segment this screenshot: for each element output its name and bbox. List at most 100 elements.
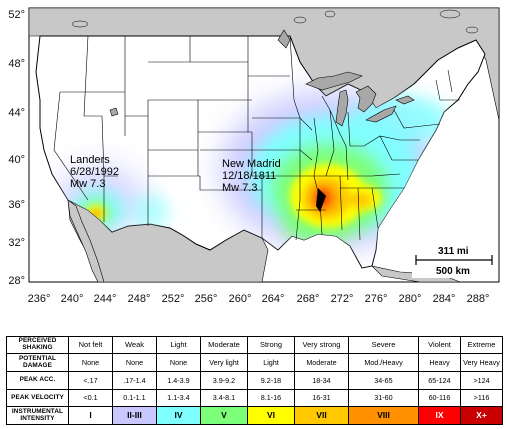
lon-label: 280° — [399, 293, 422, 305]
lon-label: 264° — [262, 293, 285, 305]
lon-label: 288° — [467, 293, 490, 305]
lon-label: 260° — [229, 293, 252, 305]
lake-michigan — [335, 89, 349, 127]
lon-label: 272° — [331, 293, 354, 305]
legend-cell: 1.1-3.4 — [156, 389, 201, 407]
legend-cell: Light — [156, 336, 201, 354]
landers-line-3: Mw 7.3 — [70, 178, 105, 190]
legend-cell: 8.1-16 — [247, 389, 295, 407]
state-borders — [53, 35, 460, 241]
lat-label: 48° — [8, 58, 25, 70]
legend-row-instrumental-intensity: INSTRUMENTAL INTENSITY I II-III IV V VI V… — [6, 406, 503, 425]
legend-cell: Violent — [418, 336, 461, 354]
legend-cell: Strong — [247, 336, 295, 354]
legend-cell: Not felt — [68, 336, 113, 354]
legend-cell: Very strong — [294, 336, 349, 354]
lat-label: 28° — [8, 275, 25, 287]
intensity-swatch: V — [200, 406, 248, 425]
intensity-swatch: VI — [247, 406, 295, 425]
legend-cell: Extreme — [460, 336, 503, 354]
lon-label: 284° — [433, 293, 456, 305]
intensity-swatch: II-III — [112, 406, 157, 425]
landers-line-1: Landers — [70, 154, 110, 166]
lon-label: 240° — [61, 293, 84, 305]
new-madrid-line-1: New Madrid — [222, 158, 281, 170]
legend-cell: Moderate — [200, 336, 248, 354]
lon-label: 236° — [28, 293, 51, 305]
great-lakes — [109, 29, 415, 127]
legend-cell: Very Heavy — [460, 353, 503, 372]
legend-row-peak-acc: PEAK ACC. <.17 .17-1.4 1.4-3.9 3.9-9.2 9… — [6, 371, 503, 390]
legend-row-header: PEAK VELOCITY — [6, 389, 69, 407]
scale-bar: 311 mi 500 km — [412, 234, 496, 278]
intensity-map: Landers 6/28/1992 Mw 7.3 New Madrid 12/1… — [8, 7, 500, 305]
legend-cell: Moderate — [294, 353, 349, 372]
legend-cell: Light — [247, 353, 295, 372]
lon-label: 268° — [297, 293, 320, 305]
lon-label: 276° — [365, 293, 388, 305]
lat-label: 52° — [8, 9, 25, 21]
legend-cell: >116 — [460, 389, 503, 407]
legend-cell: 3.9-9.2 — [200, 371, 248, 390]
new-madrid-epicenter-marker — [316, 188, 326, 212]
intensity-swatch: VIII — [348, 406, 419, 425]
annotation-new-madrid: New Madrid 12/18/1811 Mw 7.3 — [222, 158, 281, 194]
lat-label: 44° — [8, 107, 25, 119]
landers-line-2: 6/28/1992 — [70, 166, 119, 178]
legend-row-potential-damage: POTENTIAL DAMAGE None None None Very ligh… — [6, 353, 503, 372]
legend-cell: .17-1.4 — [112, 371, 157, 390]
legend-cell: Mod./Heavy — [348, 353, 419, 372]
lake-ontario — [395, 95, 415, 105]
lake-superior — [305, 71, 363, 91]
legend-cell: None — [156, 353, 201, 372]
intensity-swatch: I — [68, 406, 113, 425]
intensity-swatch: IX — [418, 406, 461, 425]
legend-cell: 60-116 — [418, 389, 461, 407]
legend-row-header: INSTRUMENTAL INTENSITY — [6, 406, 69, 425]
scale-km: 500 km — [436, 266, 470, 277]
lat-label: 40° — [8, 154, 25, 166]
legend-cell: Weak — [112, 336, 157, 354]
intensity-swatch: VII — [294, 406, 349, 425]
legend-cell: None — [68, 353, 113, 372]
annotation-landers: Landers 6/28/1992 Mw 7.3 — [70, 154, 119, 190]
legend-cell: None — [112, 353, 157, 372]
lon-label: 256° — [195, 293, 218, 305]
legend-cell: 16-31 — [294, 389, 349, 407]
legend-cell: Severe — [348, 336, 419, 354]
baja-peninsula — [67, 199, 105, 282]
lake-huron — [355, 85, 377, 113]
legend-cell: <0.1 — [68, 389, 113, 407]
intensity-map-panel: Landers 6/28/1992 Mw 7.3 New Madrid 12/1… — [8, 7, 500, 305]
lat-label: 32° — [8, 237, 25, 249]
legend-cell: 18-34 — [294, 371, 349, 390]
legend-row-header: PERCEIVED SHAKING — [6, 336, 69, 354]
legend-cell: Heavy — [418, 353, 461, 372]
legend-cell: 9.2-18 — [247, 371, 295, 390]
legend-cell: 34-65 — [348, 371, 419, 390]
intensity-legend-table: PERCEIVED SHAKING Not felt Weak Light Mod… — [6, 336, 503, 425]
legend-cell: >124 — [460, 371, 503, 390]
lon-label: 248° — [128, 293, 151, 305]
new-madrid-line-2: 12/18/1811 — [222, 170, 276, 182]
lon-label: 244° — [94, 293, 117, 305]
latitude-axis: 52° 48° 44° 40° 36° 32° 28° — [8, 9, 25, 287]
legend-row-perceived-shaking: PERCEIVED SHAKING Not felt Weak Light Mod… — [6, 336, 503, 354]
coastal-islands — [71, 9, 479, 34]
legend-cell: <.17 — [68, 371, 113, 390]
lake-winnipeg — [277, 29, 291, 49]
intensity-swatch: IV — [156, 406, 201, 425]
legend-cell: Very light — [200, 353, 248, 372]
legend-cell: 31-60 — [348, 389, 419, 407]
new-madrid-line-3: Mw 7.3 — [222, 182, 257, 194]
legend-cell: 65-124 — [418, 371, 461, 390]
lon-label: 252° — [162, 293, 185, 305]
legend-cell: 1.4-3.9 — [156, 371, 201, 390]
scale-miles: 311 mi — [438, 246, 469, 257]
lake-erie — [365, 105, 397, 123]
legend-row-header: PEAK ACC. — [6, 371, 69, 390]
legend-row-peak-velocity: PEAK VELOCITY <0.1 0.1-1.1 1.1-3.4 3.4-8… — [6, 389, 503, 407]
legend-row-header: POTENTIAL DAMAGE — [6, 353, 69, 372]
legend-cell: 3.4-8.1 — [200, 389, 248, 407]
intensity-swatch: X+ — [460, 406, 503, 425]
